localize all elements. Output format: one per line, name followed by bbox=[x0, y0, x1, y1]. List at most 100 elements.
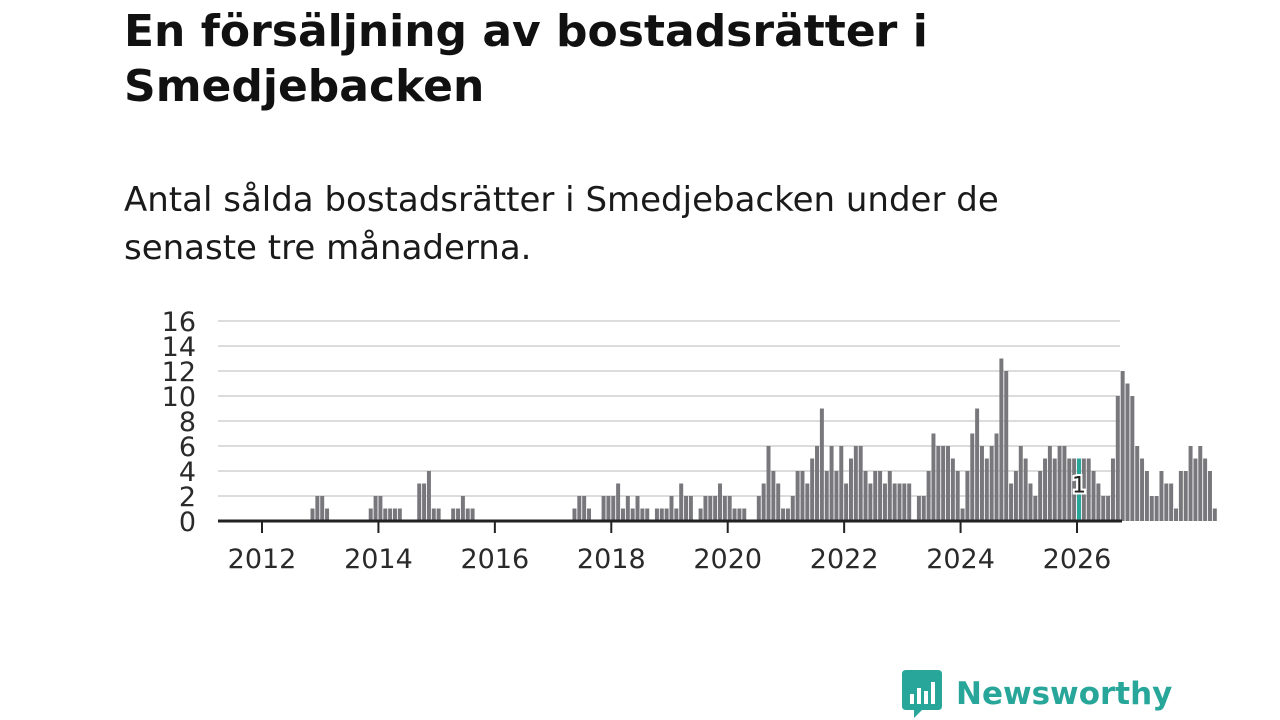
y-tick-label-10: 10 bbox=[162, 382, 196, 413]
bar-2021-01 bbox=[785, 508, 790, 521]
bar-2025-11 bbox=[1067, 458, 1072, 521]
bar-2024-09 bbox=[999, 358, 1004, 521]
bar-2026-12 bbox=[1130, 396, 1135, 521]
bar-2023-06 bbox=[926, 471, 931, 521]
bar-2024-12 bbox=[1013, 471, 1018, 521]
bar-2014-01 bbox=[378, 496, 383, 521]
bar-2026-01 bbox=[1077, 458, 1081, 521]
bar-2025-06 bbox=[1043, 458, 1048, 521]
bar-2020-12 bbox=[781, 508, 786, 521]
bar-2020-02 bbox=[732, 508, 737, 521]
bar-2024-06 bbox=[984, 458, 989, 521]
bar-2022-06 bbox=[868, 483, 873, 521]
bar-2028-05 bbox=[1212, 508, 1217, 521]
bar-2026-05 bbox=[1096, 483, 1101, 521]
bar-2027-03 bbox=[1144, 471, 1149, 521]
bar-2012-11 bbox=[310, 508, 315, 521]
grid-lines bbox=[218, 320, 1120, 497]
chart-title: En försäljning av bostadsrätter i Smedje… bbox=[124, 6, 928, 112]
bar-2024-03 bbox=[970, 433, 975, 521]
bar-2027-11 bbox=[1183, 471, 1188, 521]
bar-2020-01 bbox=[727, 496, 732, 521]
bar-2024-11 bbox=[1009, 483, 1014, 521]
y-tick-label-0: 0 bbox=[179, 507, 196, 538]
bar-2025-12 bbox=[1072, 458, 1077, 521]
bar-2013-12 bbox=[373, 496, 378, 521]
bar-2019-08 bbox=[703, 496, 708, 521]
bar-2014-10 bbox=[422, 483, 427, 521]
bar-2020-10 bbox=[771, 471, 776, 521]
x-axis-ticks: 2012 2014 2016 2018 2020 2022 2024 2026 bbox=[228, 521, 1111, 575]
bar-2018-08 bbox=[645, 508, 650, 521]
bar-2013-11 bbox=[368, 508, 373, 521]
y-tick-label-8: 8 bbox=[179, 407, 196, 438]
bar-2014-03 bbox=[388, 508, 393, 521]
bar-2019-04 bbox=[684, 496, 689, 521]
bar-2019-12 bbox=[722, 496, 727, 521]
bar-2024-07 bbox=[989, 446, 994, 521]
bar-2015-05 bbox=[456, 508, 461, 521]
bar-2028-03 bbox=[1203, 458, 1208, 521]
bar-2017-12 bbox=[606, 496, 611, 521]
x-tick-label-2024: 2024 bbox=[926, 544, 995, 575]
bar-2023-11 bbox=[950, 458, 955, 521]
y-tick-label-14: 14 bbox=[162, 332, 196, 363]
bar-2023-07 bbox=[931, 433, 936, 521]
bar-2021-09 bbox=[824, 471, 829, 521]
bar-2028-02 bbox=[1198, 446, 1203, 521]
bar-2015-08 bbox=[470, 508, 475, 521]
bar-2024-04 bbox=[975, 408, 980, 521]
bar-2023-04 bbox=[916, 496, 921, 521]
bar-2027-10 bbox=[1178, 471, 1183, 521]
bar-2027-04 bbox=[1149, 496, 1154, 521]
bar-2023-05 bbox=[921, 496, 926, 521]
data-labels: 1 bbox=[1070, 472, 1088, 501]
bar-2017-07 bbox=[582, 496, 587, 521]
bar-2025-02 bbox=[1023, 458, 1028, 521]
bar-2018-11 bbox=[659, 508, 664, 521]
bar-2017-08 bbox=[587, 508, 592, 521]
bar-2027-06 bbox=[1159, 471, 1164, 521]
y-tick-label-2: 2 bbox=[179, 482, 196, 513]
bar-2021-03 bbox=[795, 471, 800, 521]
bar-2022-09 bbox=[882, 483, 887, 521]
bar-2024-01 bbox=[960, 508, 965, 521]
bar-2015-07 bbox=[465, 508, 470, 521]
bar-2025-03 bbox=[1028, 483, 1033, 521]
bar-2024-02 bbox=[965, 471, 970, 521]
bar-2021-08 bbox=[819, 408, 824, 521]
bar-2020-08 bbox=[761, 483, 766, 521]
bar-2026-02 bbox=[1081, 458, 1086, 521]
chart-subtitle: Antal sålda bostadsrätter i Smedjebacken… bbox=[124, 180, 999, 268]
bar-2019-05 bbox=[688, 496, 693, 521]
x-tick-label-2022: 2022 bbox=[810, 544, 879, 575]
bar-2017-06 bbox=[577, 496, 582, 521]
bar-2024-10 bbox=[1004, 371, 1009, 521]
x-tick-label-2012: 2012 bbox=[228, 544, 297, 575]
bar-2022-02 bbox=[848, 458, 853, 521]
bar-2020-04 bbox=[742, 508, 747, 521]
bar-2012-12 bbox=[315, 496, 320, 521]
bar-2026-06 bbox=[1101, 496, 1106, 521]
bar-2018-03 bbox=[620, 508, 625, 521]
bar-2022-11 bbox=[892, 483, 897, 521]
bar-2028-01 bbox=[1193, 458, 1198, 521]
bar-2023-10 bbox=[946, 446, 950, 521]
bar-2020-03 bbox=[737, 508, 742, 521]
bar-2026-11 bbox=[1125, 383, 1130, 521]
bar-2018-06 bbox=[635, 496, 640, 521]
bar-2023-02 bbox=[907, 483, 912, 521]
bar-2025-04 bbox=[1033, 496, 1038, 521]
bar-2024-05 bbox=[979, 446, 984, 521]
bar-2022-08 bbox=[878, 471, 883, 521]
bar-2019-09 bbox=[708, 496, 713, 521]
x-tick-label-2016: 2016 bbox=[460, 544, 529, 575]
bar-2018-02 bbox=[616, 483, 621, 521]
bar-2019-01 bbox=[669, 496, 674, 521]
bar-2027-01 bbox=[1135, 446, 1140, 521]
bar-2021-12 bbox=[839, 446, 844, 521]
bar-2013-02 bbox=[325, 508, 330, 521]
bar-2022-05 bbox=[863, 471, 868, 521]
bar-2018-04 bbox=[625, 496, 630, 521]
